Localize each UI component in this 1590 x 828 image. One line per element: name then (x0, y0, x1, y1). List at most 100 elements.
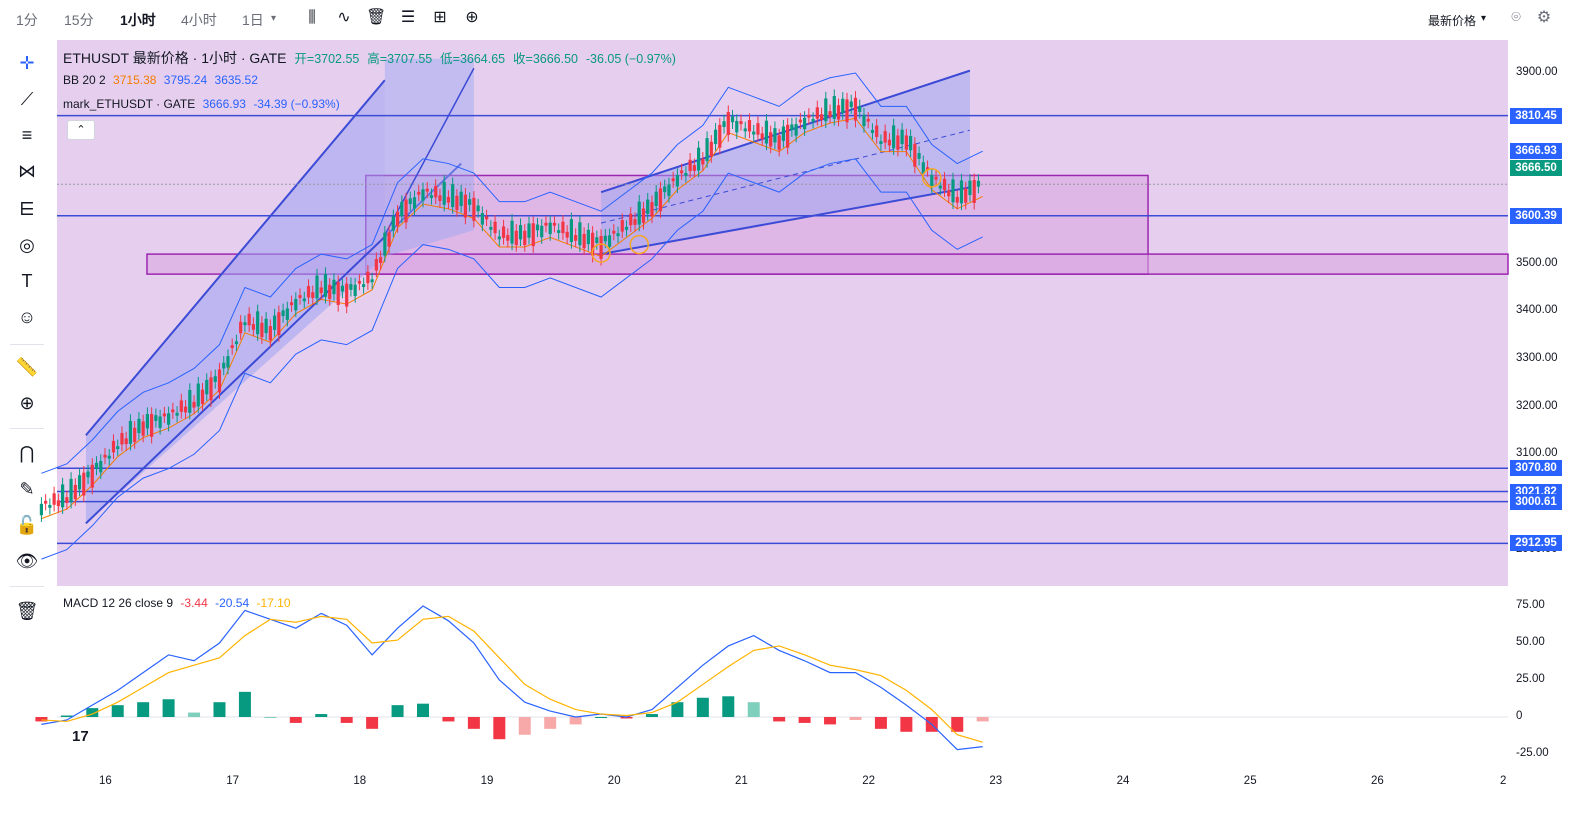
delete-drawings-icon[interactable]: 🗑 (15, 601, 39, 621)
y-tick-label: 3900.00 (1516, 66, 1558, 78)
candle-body (938, 185, 942, 189)
list-icon[interactable]: ☰ (400, 9, 416, 26)
macd-histogram-bar (976, 717, 989, 722)
trendline-icon[interactable]: ⟋ (20, 89, 34, 109)
zoom-in-icon[interactable]: ⊕ (19, 393, 35, 413)
candle-body (518, 225, 523, 240)
pattern-icon[interactable]: ⋈ (18, 161, 36, 181)
x-tick-label: 25 (1243, 775, 1257, 787)
eye-icon[interactable]: 👁 (15, 551, 39, 571)
candle-body (883, 131, 887, 143)
macd-histogram-bar (951, 717, 964, 732)
lock-drawing-icon[interactable]: ✎ (19, 479, 35, 499)
candle-body (798, 119, 802, 123)
candle-body (362, 284, 366, 287)
macd-y-tick-label: 50.00 (1516, 636, 1545, 648)
interval-15m[interactable]: 15分 (64, 12, 94, 28)
collapse-legend-button[interactable]: ⌃ (67, 120, 95, 140)
candle-body (52, 493, 56, 505)
candle-body (667, 184, 671, 196)
forecast-icon[interactable]: ⋿ (19, 199, 35, 219)
candle-body (887, 139, 891, 146)
interval-dropdown-icon[interactable]: ▾ (271, 13, 277, 24)
x-tick-label: 21 (735, 775, 748, 787)
candle-body (158, 416, 162, 428)
candle-body (200, 389, 205, 404)
camera-icon[interactable]: ⌾ (1511, 9, 1521, 26)
price-level-tag[interactable]: 3600.39 (1510, 207, 1562, 224)
price-level-tag[interactable]: 2912.95 (1510, 535, 1562, 552)
candle-body (722, 121, 726, 128)
macd-histogram-bar (213, 702, 226, 717)
trash-icon[interactable]: 🗑 (366, 9, 387, 26)
price-level-tag[interactable]: 3070.80 (1510, 460, 1562, 477)
interval-4h[interactable]: 4小时 (181, 12, 217, 28)
candle-body (247, 313, 251, 326)
candle-body (909, 136, 913, 151)
y-tick-label: 3200.00 (1516, 399, 1558, 412)
candle-body (353, 284, 357, 297)
candle-body (535, 224, 540, 231)
candle-body (603, 235, 607, 242)
candle-body (616, 233, 620, 237)
highlight-circle (922, 168, 942, 188)
fib-icon[interactable]: ≡ (21, 125, 33, 145)
candle-body (892, 125, 896, 149)
add-icon[interactable]: ⊕ (465, 9, 479, 26)
text-icon[interactable]: T (21, 271, 33, 291)
indicators-icon[interactable]: ∿ (337, 9, 351, 26)
candle-body (718, 124, 722, 148)
macd-histogram-bar (391, 705, 404, 717)
candle-body (451, 184, 455, 208)
price-mode-chevron-icon[interactable]: ▾ (1481, 13, 1487, 24)
price-level-tag[interactable]: 3000.61 (1510, 493, 1562, 510)
x-tick-label: 20 (607, 775, 621, 787)
highlight-circle (629, 234, 649, 255)
brush-icon[interactable]: ◎ (19, 235, 35, 255)
candle-body (455, 195, 459, 211)
current-price-tag[interactable]: 3666.93 (1510, 143, 1562, 159)
settings-icon[interactable]: ⚙ (1536, 9, 1552, 26)
interval-1d[interactable]: 1日 (242, 12, 264, 28)
rising-channel-3 (601, 70, 970, 255)
y-tick-label: 3300.00 (1516, 351, 1558, 364)
mark-legend: mark_ETHUSDT · GATE 3666.93 -34.39 (−0.9… (63, 97, 344, 111)
candle-body (493, 221, 497, 234)
signal-line (41, 615, 983, 743)
interval-1h[interactable]: 1小时 (120, 12, 156, 28)
crosshair-icon[interactable]: ✛ (19, 53, 35, 73)
lock-icon[interactable]: 🔓 (15, 515, 39, 535)
price-mode-select[interactable]: 最新价格 (1428, 14, 1477, 28)
candle-body (947, 190, 951, 197)
candle-body (836, 105, 841, 120)
candle-body (557, 230, 561, 233)
candle-body (769, 132, 773, 147)
candle-body (281, 310, 285, 317)
candle-style-icon[interactable]: ⫼ (308, 9, 316, 26)
layout-grid-icon[interactable]: ⊞ (433, 9, 447, 26)
price-level-tag[interactable]: 3810.45 (1510, 107, 1562, 124)
candle-body (790, 124, 794, 131)
macd-histogram-bar (238, 691, 251, 717)
candle-body (404, 199, 408, 223)
emoji-icon[interactable]: ☺ (17, 307, 37, 327)
interval-1m[interactable]: 1分 (16, 12, 38, 28)
x-tick-label: 22 (862, 775, 875, 787)
bb-upper-line (41, 72, 983, 474)
candle-body (607, 235, 612, 247)
candle-body (90, 464, 94, 488)
current-price-tag[interactable]: 3666.50 (1510, 160, 1562, 176)
candle-body (133, 427, 137, 443)
candle-body (349, 284, 353, 290)
ruler-icon[interactable]: 📏 (15, 357, 39, 377)
candle-body (824, 98, 828, 122)
candle-body (730, 116, 735, 123)
tradingview-logo[interactable]: 17 (72, 728, 89, 745)
candle-body (684, 172, 688, 176)
magnet-icon[interactable]: ⋂ (19, 443, 35, 463)
candle-body (578, 222, 582, 246)
macd-hist-value: -3.44 (180, 596, 208, 610)
candle-body (599, 235, 603, 259)
candle-body (501, 226, 506, 238)
